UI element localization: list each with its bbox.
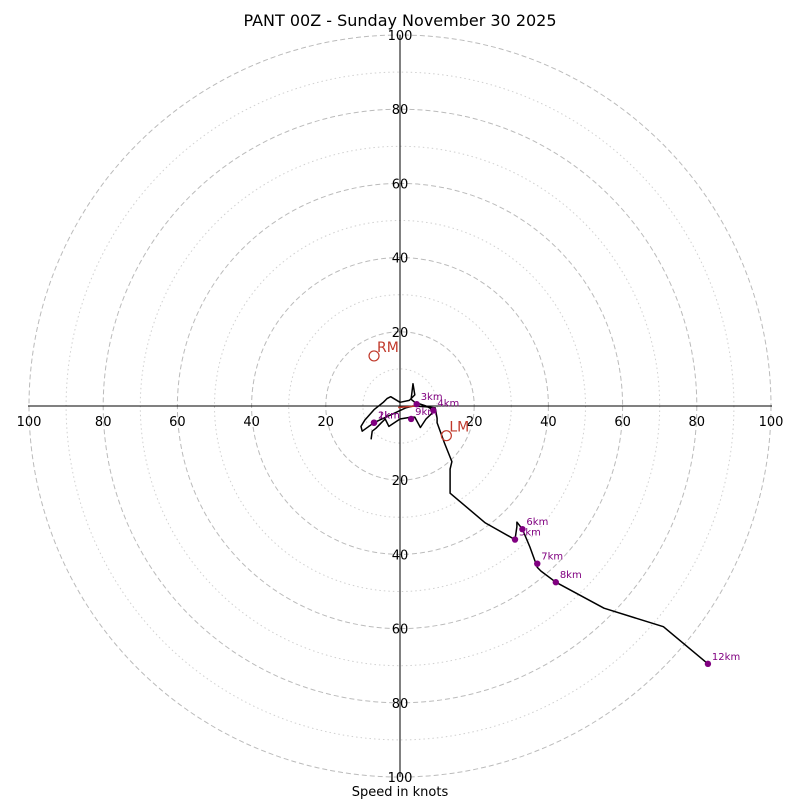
axes [28, 35, 772, 777]
height-marker-label: 1km [378, 411, 400, 422]
tick-label: 80 [95, 415, 112, 430]
tick-label: 80 [392, 697, 409, 712]
tick-label: 60 [392, 623, 409, 638]
height-marker-label: 3km [421, 392, 443, 403]
tick-label: 20 [392, 326, 409, 341]
height-marker [370, 419, 378, 426]
height-marker-label: 7km [541, 552, 563, 563]
height-marker-label: 5km [519, 528, 541, 539]
height-marker-label: 4km [437, 398, 459, 409]
storm-motion-marker [440, 430, 452, 442]
tick-label: 20 [392, 474, 409, 489]
height-marker [430, 407, 437, 414]
height-marker-label: 8km [560, 570, 582, 581]
height-marker [413, 400, 420, 408]
tick-labels: 20 40 60 80 100 20 40 60 80 100 20 40 60 80 100 20 40 60 8… [17, 29, 784, 786]
storm-motion-label: LM [449, 420, 469, 436]
tick-label: 20 [318, 415, 335, 430]
height-marker [519, 525, 526, 533]
tick-label: 20 [466, 415, 483, 430]
mean-wind-vector [398, 405, 417, 409]
height-marker [407, 415, 415, 423]
height-marker-label: 9km [415, 407, 437, 418]
tick-label: 40 [392, 548, 409, 563]
tick-label: 40 [540, 415, 557, 430]
tick-label: 60 [614, 415, 631, 430]
height-marker [704, 660, 712, 668]
tick-label: 100 [388, 29, 413, 44]
tick-label: 100 [17, 415, 42, 430]
wind-profile [360, 382, 709, 665]
height-marker [534, 560, 541, 567]
chart-title: PANT 00Z - Sunday November 30 2025 [243, 11, 556, 30]
storm-motion-marker [368, 350, 380, 362]
tick-label: 40 [243, 415, 260, 430]
tick-label: 60 [169, 415, 186, 430]
height-marker [511, 536, 519, 543]
x-axis-label: Speed in knots [352, 785, 449, 800]
tick-label: 60 [392, 177, 409, 192]
storm-motion: LM RM [368, 340, 469, 442]
tick-label: 100 [388, 771, 413, 786]
tick-label: 100 [759, 415, 784, 430]
tick-label: 80 [392, 103, 409, 118]
storm-motion-label: RM [377, 340, 399, 356]
height-marker-label: 6km [526, 517, 548, 528]
height-marker-label: 12km [712, 652, 740, 663]
height-marker-label: 2km [378, 411, 400, 422]
hodograph-trace [360, 382, 709, 665]
height-marker [552, 579, 560, 586]
tick-label: 40 [392, 252, 409, 267]
tick-label: 80 [689, 415, 706, 430]
